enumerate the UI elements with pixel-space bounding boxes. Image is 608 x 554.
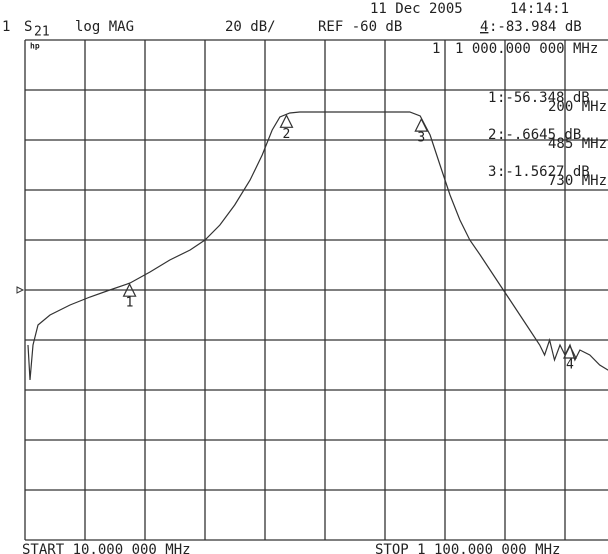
date: 11 Dec 2005 [370, 1, 463, 17]
marker-label: 2 [283, 127, 291, 142]
marker-freq-index: 1 [432, 41, 440, 57]
reference-indicator [16, 286, 25, 294]
readout-freq: 730 MHz [548, 173, 607, 189]
trace [27, 111, 608, 381]
active-readout: :-83.984 dB [489, 19, 582, 35]
reference: REF -60 dB [318, 19, 402, 35]
readout-index: 1 [488, 90, 496, 106]
marker-freq: 1 000.000 000 MHz [455, 41, 598, 57]
marker-label: 3 [417, 131, 425, 146]
marker-label: 4 [566, 358, 574, 373]
channel: 1 [2, 19, 10, 35]
active-marker: 4 [480, 19, 488, 35]
readout-index: 3 [488, 164, 496, 180]
start-freq: START 10.000 000 MHz [22, 542, 191, 554]
readout-index: 2 [488, 127, 496, 143]
marker [279, 113, 294, 128]
marker [414, 117, 429, 132]
time: 14:14:1 [510, 1, 569, 17]
parameter: S [24, 19, 32, 35]
logo: hp [30, 42, 40, 51]
format: log MAG [75, 19, 134, 35]
marker [562, 344, 577, 359]
readout-value: :-56.348 dB [497, 90, 590, 106]
readout-freq: 200 MHz [548, 99, 607, 115]
parameter-subscript: 21 [34, 25, 50, 40]
readout-freq: 485 MHz [548, 136, 607, 152]
readout-value: :-.6645 dB [497, 127, 581, 143]
stop-freq: STOP 1 100.000 000 MHz [375, 542, 560, 554]
marker-label: 1 [126, 296, 134, 311]
marker [122, 282, 137, 297]
scale: 20 dB/ [225, 19, 276, 35]
readout-value: :-1.5627 dB [497, 164, 590, 180]
